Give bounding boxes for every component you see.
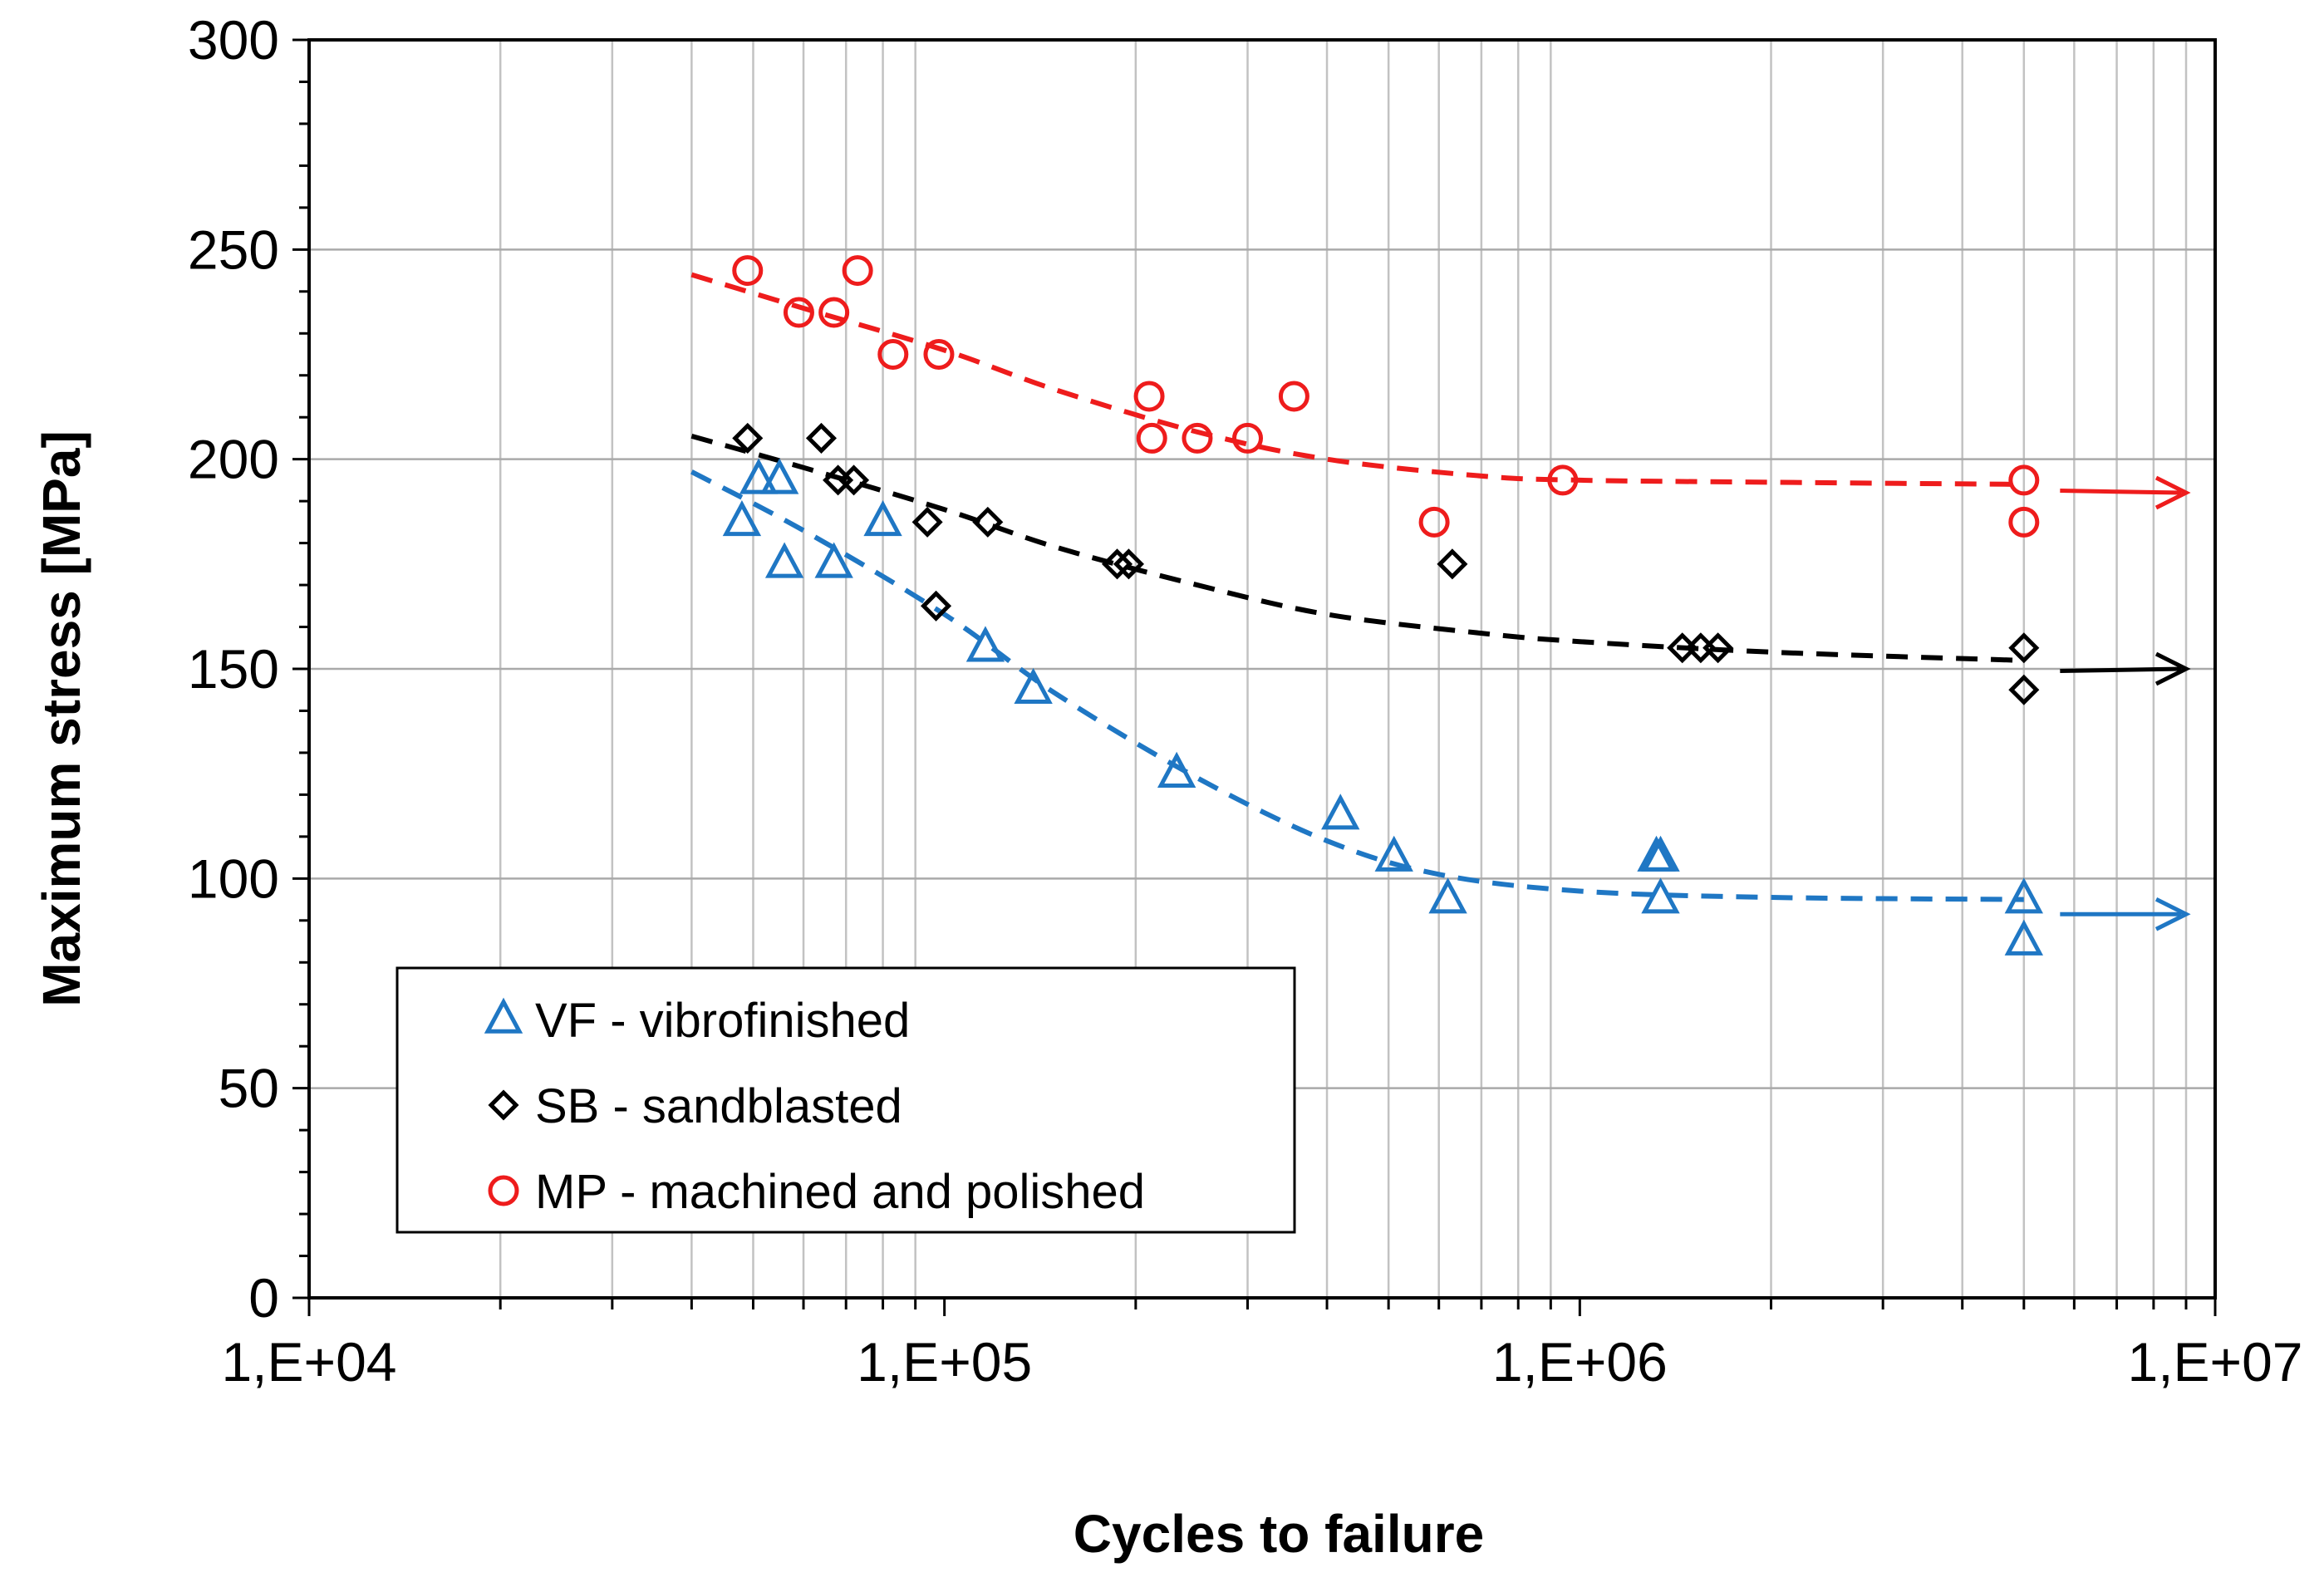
data-point-circle <box>1182 422 1213 454</box>
data-point-triangle <box>1014 667 1053 705</box>
data-point-triangle <box>1641 835 1680 872</box>
data-point-diamond <box>911 506 943 538</box>
y-axis-title: Maximum stress [MPa] <box>32 430 91 1007</box>
data-point-triangle <box>2004 877 2043 914</box>
x-tick-label: 1,E+04 <box>221 1331 396 1393</box>
data-point-triangle <box>1321 794 1360 830</box>
data-point-circle <box>1547 464 1579 496</box>
data-point-triangle <box>814 542 853 578</box>
legend: VF - vibrofinished SB - sandblasted MP - m… <box>396 966 1296 1234</box>
data-point-circle <box>2008 506 2040 538</box>
data-point-triangle <box>1157 751 1196 788</box>
x-tick-label: 1,E+06 <box>1492 1331 1668 1393</box>
data-points <box>722 255 2043 956</box>
data-point-circle <box>732 255 764 287</box>
legend-marker-diamond <box>488 1089 519 1121</box>
data-point-circle <box>1278 381 1309 412</box>
x-tick-label: 1,E+05 <box>857 1331 1032 1393</box>
y-tick-label: 50 <box>219 1058 279 1119</box>
data-point-triangle <box>759 458 799 494</box>
data-point-diamond <box>1437 548 1468 580</box>
data-point-circle <box>1232 422 1264 454</box>
y-tick-label: 200 <box>188 429 279 490</box>
legend-item-circle: MP - machined and polished <box>488 1165 1145 1219</box>
data-point-triangle <box>1428 877 1467 914</box>
data-point-triangle <box>863 500 902 537</box>
runout-arrows <box>2060 475 2191 931</box>
axes: 0 50 100 150 200 250 300 1,E+04 1,E+05 1,E+06 1,E+… <box>188 9 2303 1393</box>
x-tick-label: 1,E+07 <box>2127 1331 2302 1393</box>
data-point-circle <box>1136 422 1167 454</box>
data-point-circle <box>818 297 850 328</box>
data-point-diamond <box>921 590 952 622</box>
data-point-circle <box>2008 464 2040 496</box>
data-point-circle <box>1418 506 1450 538</box>
y-tick-label: 100 <box>188 848 279 909</box>
runout-arrow-circle <box>2060 489 2182 495</box>
trend-line-circle <box>690 272 2024 487</box>
legend-box <box>396 966 1296 1234</box>
legend-label-circle: MP - machined and polished <box>535 1165 1145 1219</box>
data-point-diamond <box>838 464 870 496</box>
legend-item-diamond: SB - sandblasted <box>488 1079 902 1133</box>
data-point-circle <box>842 255 873 287</box>
y-tick-label: 250 <box>188 219 279 280</box>
y-tick-label: 0 <box>248 1267 279 1329</box>
trend-lines <box>690 272 2024 902</box>
x-axis-title: Cycles to failure <box>1074 1504 1484 1564</box>
trend-line-triangle <box>690 469 2024 902</box>
data-point-triangle <box>722 500 762 537</box>
legend-item-triangle: VF - vibrofinished <box>484 994 910 1048</box>
data-point-triangle <box>764 542 804 578</box>
legend-marker-circle <box>488 1175 519 1206</box>
data-point-diamond <box>1702 632 1734 664</box>
data-point-diamond <box>1113 548 1144 580</box>
y-tick-label: 150 <box>188 638 279 700</box>
data-point-circle <box>923 339 955 370</box>
runout-arrowhead-circle <box>2154 475 2191 510</box>
runout-arrowhead-triangle <box>2154 897 2191 931</box>
data-point-diamond <box>1101 548 1133 580</box>
data-point-diamond <box>972 506 1004 538</box>
data-point-triangle <box>739 458 779 494</box>
data-point-triangle <box>2004 919 2043 956</box>
data-point-diamond <box>2008 674 2040 705</box>
data-point-triangle <box>1641 877 1680 914</box>
legend-label-triangle: VF - vibrofinished <box>535 994 910 1048</box>
trend-line-diamond <box>690 434 2024 663</box>
data-point-circle <box>877 339 909 370</box>
data-point-diamond <box>732 422 764 454</box>
runout-arrow-diamond <box>2060 666 2182 674</box>
data-point-diamond <box>805 422 837 454</box>
data-point-triangle <box>1374 835 1413 872</box>
data-point-circle <box>1133 381 1165 412</box>
data-point-circle <box>783 297 814 328</box>
runout-arrowhead-diamond <box>2154 651 2191 686</box>
y-tick-label: 300 <box>188 9 279 71</box>
data-point-triangle <box>965 626 1005 662</box>
data-point-diamond <box>2008 632 2040 664</box>
legend-marker-triangle <box>484 997 523 1034</box>
legend-label-diamond: SB - sandblasted <box>535 1079 902 1133</box>
